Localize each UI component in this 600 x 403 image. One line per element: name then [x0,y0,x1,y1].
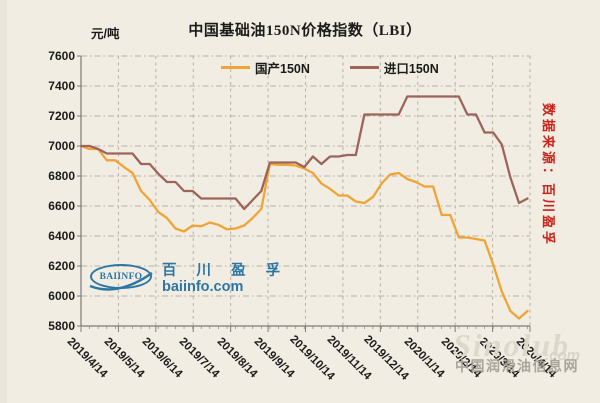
y-axis-unit-label: 元/吨 [91,27,120,41]
baiinfo-watermark: BAIINFO 百 川 盈 孚 baiinfo.com [88,252,280,308]
baiinfo-site-text: baiinfo.com [162,279,244,295]
legend-item-domestic: 国产150N [221,58,310,77]
import-line-swatch [349,66,379,69]
y-tick-label: 7600 [48,49,75,63]
y-tick-label: 6800 [48,169,75,183]
legend-item-import: 进口150N [349,58,439,77]
baiinfo-cn-text: 百 川 盈 孚 [162,263,289,279]
left-edge-strip [0,0,7,403]
legend-label-domestic: 国产150N [255,62,310,76]
sinolub-com-text: .com [545,347,581,364]
y-tick-label: 5800 [48,319,75,333]
sinolub-script-text: Sinolub [453,327,571,363]
y-tick-label: 7200 [48,109,75,123]
baiinfo-logo-ellipse: BAIINFO [90,264,152,289]
data-source-note: 数据来源：百川盈孚 [541,103,556,248]
sinolub-cn-text: 中国润滑油信息网 [455,358,579,374]
y-tick-label: 6000 [48,289,75,303]
legend: 国产150N 进口150N [221,58,439,77]
y-tick-label: 6600 [48,199,75,213]
legend-label-import: 进口150N [383,62,439,76]
domestic-line-swatch [221,66,250,69]
chart-title: 中国基础油150N价格指数（LBI） [188,23,422,39]
y-tick-label: 6200 [48,259,75,273]
y-tick-label: 7400 [48,79,75,93]
y-tick-label: 6400 [48,229,75,243]
y-tick-label: 7000 [48,139,75,153]
sinolub-watermark: Sinolub .com 中国润滑油信息网 [449,327,600,384]
